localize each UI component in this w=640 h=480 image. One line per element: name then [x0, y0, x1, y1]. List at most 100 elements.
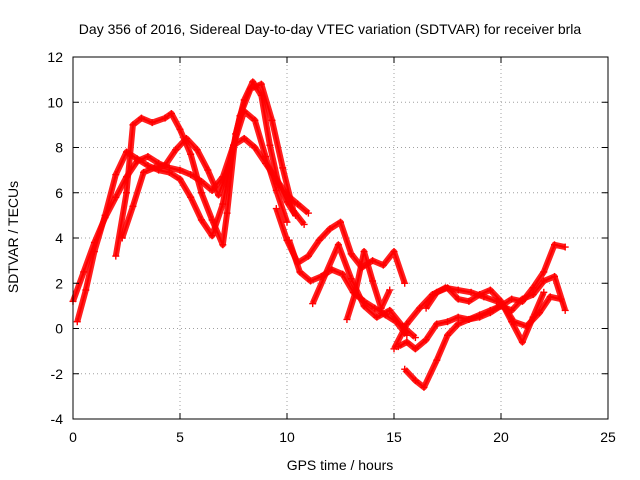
data-point-marker	[304, 252, 312, 260]
data-point-marker	[187, 193, 195, 201]
data-point-marker	[390, 345, 398, 353]
data-point-marker	[274, 180, 282, 188]
data-point-marker	[390, 248, 398, 256]
data-point-marker	[240, 134, 248, 142]
data-point-marker	[497, 297, 505, 305]
data-point-marker	[112, 252, 120, 260]
data-point-marker	[80, 268, 88, 276]
data-point-marker	[326, 225, 334, 233]
data-point-marker	[411, 377, 419, 385]
data-point-marker	[433, 288, 441, 296]
data-point-marker	[486, 286, 494, 294]
y-tick-label: 10	[47, 94, 63, 110]
data-point-marker	[551, 241, 558, 249]
data-point-marker	[386, 306, 394, 314]
data-point-marker	[140, 168, 148, 176]
data-point-marker	[172, 146, 180, 154]
series-satellite-track-10	[394, 272, 569, 353]
data-point-marker	[208, 216, 216, 224]
data-point-marker	[112, 171, 120, 179]
data-point-marker	[422, 304, 430, 312]
data-point-marker	[351, 288, 359, 296]
data-point-marker	[176, 175, 184, 183]
data-point-marker	[161, 114, 169, 122]
data-point-marker	[279, 164, 287, 172]
data-point-marker	[403, 320, 411, 328]
data-point-marker	[339, 270, 347, 278]
data-point-marker	[193, 146, 201, 154]
data-point-marker	[508, 295, 516, 303]
y-axis-label: SDTVAR / TECUs	[5, 181, 21, 293]
data-point-marker	[454, 295, 462, 303]
data-point-marker	[187, 150, 195, 158]
series-line-inner	[425, 286, 545, 344]
data-point-marker	[540, 277, 548, 285]
data-point-marker	[454, 286, 462, 294]
data-point-marker	[322, 270, 330, 278]
data-point-marker	[285, 236, 293, 244]
data-point-marker	[251, 144, 259, 151]
data-point-marker	[315, 236, 323, 244]
data-point-marker	[289, 207, 297, 215]
data-point-marker	[208, 232, 216, 240]
data-point-marker	[247, 85, 255, 93]
data-point-marker	[476, 311, 484, 319]
y-tick-label: 2	[55, 275, 63, 291]
y-tick-label: -2	[51, 366, 64, 382]
data-point-marker	[420, 383, 428, 391]
data-point-marker	[467, 288, 475, 296]
data-point-marker	[101, 211, 109, 219]
data-point-marker	[518, 338, 526, 346]
data-point-marker	[90, 248, 98, 256]
data-point-marker	[540, 268, 548, 276]
data-point-marker	[225, 162, 233, 170]
series-satellite-track-12	[422, 284, 548, 346]
data-point-marker	[249, 78, 257, 86]
data-point-marker	[82, 286, 90, 294]
x-axis-label: GPS time / hours	[287, 457, 394, 473]
x-tick-label: 20	[493, 429, 509, 445]
y-tick-label: 12	[47, 49, 63, 65]
data-point-marker	[401, 365, 409, 373]
x-tick-label: 15	[386, 429, 402, 445]
data-point-marker	[379, 261, 387, 269]
data-point-marker	[508, 318, 516, 326]
data-point-marker	[150, 164, 158, 172]
data-point-marker	[223, 209, 231, 217]
series-satellite-track-2	[73, 107, 291, 326]
series-satellite-track-4	[118, 80, 308, 242]
data-point-marker	[433, 356, 441, 364]
data-point-marker	[360, 248, 368, 256]
data-point-marker	[251, 116, 259, 124]
data-point-marker	[268, 116, 276, 124]
data-point-marker	[433, 320, 441, 328]
data-point-marker	[197, 216, 205, 224]
x-tick-label: 5	[176, 429, 184, 445]
data-point-marker	[411, 345, 419, 353]
y-tick-label: -4	[51, 411, 64, 427]
data-point-marker	[476, 291, 484, 299]
data-point-marker	[529, 291, 537, 299]
data-point-marker	[129, 121, 137, 129]
data-point-marker	[137, 114, 145, 122]
series-line-inner	[345, 250, 391, 320]
data-point-marker	[444, 284, 451, 292]
data-point-marker	[219, 241, 227, 249]
data-point-marker	[347, 275, 355, 283]
data-point-marker	[300, 220, 308, 228]
data-point-marker	[444, 318, 451, 326]
data-point-marker	[411, 334, 419, 342]
data-point-marker	[337, 218, 344, 226]
data-point-marker	[444, 331, 451, 339]
data-point-marker	[236, 112, 244, 120]
data-point-marker	[386, 286, 394, 294]
data-point-marker	[161, 162, 169, 170]
data-point-marker	[133, 155, 141, 163]
data-point-marker	[373, 313, 381, 321]
data-point-marker	[204, 166, 212, 174]
data-series-group	[69, 78, 569, 391]
data-point-marker	[465, 315, 473, 323]
data-point-marker	[540, 288, 548, 296]
data-point-marker	[167, 110, 175, 118]
